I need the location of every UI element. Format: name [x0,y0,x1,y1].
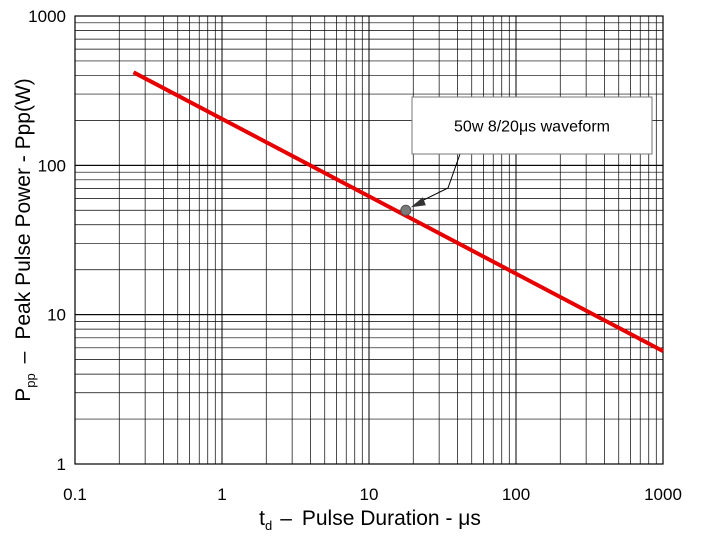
annotation-marker [400,204,412,216]
annotation-arrowhead [410,197,426,208]
annotation-text: 50w 8/20μs waveform [454,119,610,136]
series-group [132,70,664,353]
y-axis-symbol: P [12,388,35,402]
series-line [132,70,664,353]
y-tick-label: 1 [57,455,66,474]
x-tick-label: 1000 [644,485,682,504]
x-tick-label: 100 [502,485,530,504]
annotation: 50w 8/20μs waveform [400,96,653,216]
y-tick-label: 100 [38,156,66,175]
y-tick-label: 1000 [28,7,66,26]
x-tick-label: 0.1 [63,485,87,504]
y-tick-label: 10 [47,306,66,325]
y-axis-dash: – [12,351,35,363]
x-axis-symbol-subscript: d [265,518,272,533]
x-axis-dash: – [280,507,292,530]
y-axis-text: Peak Pulse Power - Ppp(W) [12,78,35,339]
annotation-box [411,96,653,155]
x-tick-label: 10 [360,485,379,504]
annotation-leader [414,153,461,205]
plot-frame [74,15,664,465]
x-tick-label: 1 [217,485,226,504]
y-axis-symbol-subscript: pp [23,373,38,387]
x-axis-symbol: t [259,507,265,530]
x-axis-text: Pulse Duration - μs [302,507,481,530]
x-tick-labels: 0.1 1 10 100 1000 [63,485,682,504]
grid-lines [74,15,664,465]
y-axis-title: Ppp – Peak Pulse Power - Ppp(W) [12,78,38,402]
y-tick-labels: 1 10 100 1000 [28,7,66,474]
x-axis-title: td – Pulse Duration - μs [259,507,481,533]
